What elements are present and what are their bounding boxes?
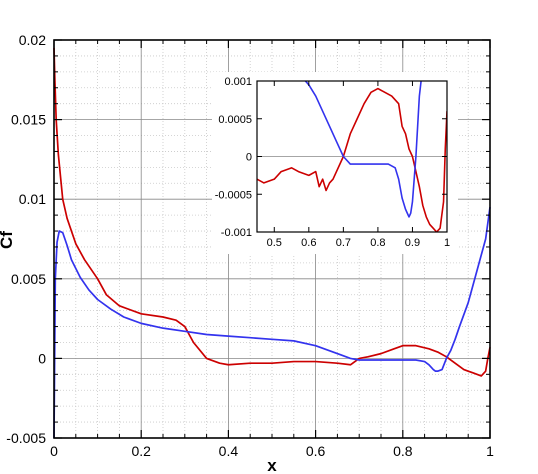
inset-series-layer (257, 81, 447, 232)
x-tick-label: 0.8 (393, 443, 413, 459)
main-series-layer (53, 47, 491, 439)
inset-background (212, 72, 458, 254)
y-tick-label: 0.015 (11, 112, 46, 128)
inset-y-tick-labels: -0.001 -0.0005 0 0.0005 0.001 (215, 76, 252, 239)
inset-x-tick-label: 0.5 (267, 237, 282, 249)
inset-y-tick-label: 0.001 (224, 76, 252, 88)
x-axis-title: x (267, 456, 277, 474)
inset-x-tick-label: 0.8 (370, 237, 385, 249)
main-y-tick-labels: -0.005 0 0.005 0.01 0.015 0.02 (6, 32, 46, 446)
inset-series-line-1 (304, 81, 422, 218)
y-tick-label: 0.02 (19, 32, 46, 48)
inset-y-tick-label: 0 (246, 152, 252, 164)
x-tick-label: 0 (50, 443, 58, 459)
x-tick-label: 0.4 (219, 443, 239, 459)
inset-ticks (257, 80, 448, 233)
x-tick-label: 0.2 (131, 443, 151, 459)
inset-x-tick-label: 0.9 (405, 237, 420, 249)
y-tick-label: 0 (38, 350, 46, 366)
y-axis-title: Cf (0, 231, 16, 249)
inset-y-tick-label: 0.0005 (218, 114, 252, 126)
main-series-line-1 (53, 207, 491, 439)
y-tick-label: 0.01 (19, 191, 46, 207)
inset-chart: 0.5 0.6 0.7 0.8 0.9 1 -0.001 -0.0005 0 0.0005 0.0… (212, 72, 458, 254)
inset-y-tick-label: -0.001 (221, 227, 252, 239)
inset-x-tick-labels: 0.5 0.6 0.7 0.8 0.9 1 (267, 237, 450, 249)
inset-series-line-0 (257, 87, 447, 232)
main-ticks (53, 39, 491, 439)
inset-x-tick-label: 1 (444, 237, 450, 249)
x-tick-label: 1 (486, 443, 494, 459)
y-tick-label: -0.005 (6, 430, 46, 446)
main-series-line-0 (53, 47, 491, 377)
inset-x-tick-label: 0.6 (301, 237, 316, 249)
main-x-tick-labels: 0 0.2 0.4 0.6 0.8 1 (50, 443, 494, 459)
x-tick-label: 0.6 (306, 443, 326, 459)
y-tick-label: 0.005 (11, 271, 46, 287)
inset-x-tick-label: 0.7 (336, 237, 351, 249)
inset-y-tick-label: -0.0005 (215, 189, 252, 201)
